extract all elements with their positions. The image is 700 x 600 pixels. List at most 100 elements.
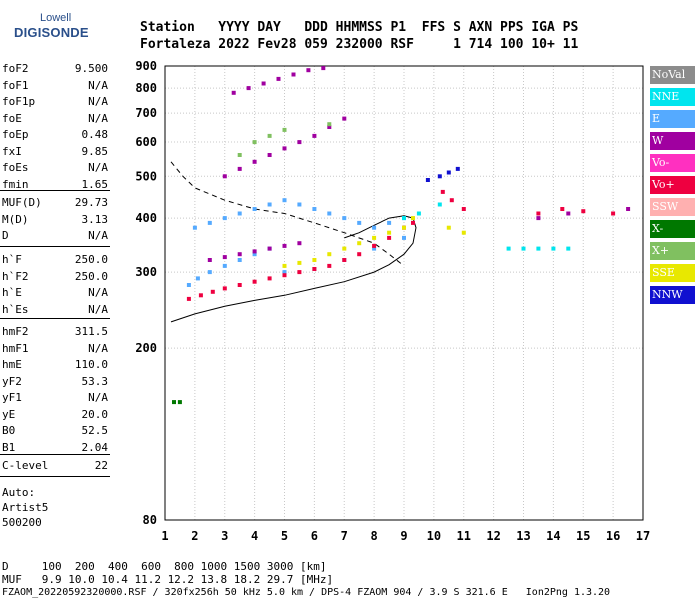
param-name: h`F2 (2, 269, 29, 283)
legend-item: SSW (650, 198, 695, 216)
x-tick-label: 13 (516, 529, 530, 543)
param-name: foEp (2, 128, 29, 141)
data-point (186, 296, 191, 301)
param-value: 311.5 (74, 325, 108, 338)
y-tick-label: 80 (143, 513, 157, 527)
separator (0, 190, 110, 191)
data-point (312, 133, 317, 138)
data-point (291, 72, 296, 77)
param-value: 3.13 (81, 212, 109, 226)
footer-distance: D 100 200 400 600 800 1000 1500 3000 [km… (2, 560, 327, 573)
legend-item: E (650, 110, 695, 128)
data-point (461, 207, 466, 211)
x-tick-label: 17 (636, 529, 650, 543)
param-value: 110.0 (74, 358, 108, 371)
data-point (252, 140, 257, 145)
legend-item: Vo+ (650, 176, 695, 194)
x-tick-label: 3 (221, 529, 228, 543)
data-point (172, 400, 176, 405)
x-tick-label: 12 (486, 529, 500, 543)
data-point (282, 146, 287, 151)
data-point (282, 270, 287, 275)
param-value: 250.0 (74, 253, 108, 266)
auto-label: Auto: (2, 486, 36, 499)
data-point (267, 276, 272, 281)
data-point (186, 283, 191, 287)
data-point (252, 207, 257, 211)
param-name: hmF2 (2, 325, 29, 338)
x-tick-label: 11 (457, 529, 471, 543)
param-name: foF1 (2, 78, 29, 92)
data-point (446, 170, 451, 175)
param-value: N/A (88, 78, 108, 92)
data-point (321, 66, 326, 71)
data-point (357, 241, 362, 246)
data-point (252, 249, 257, 254)
legend-item: X+ (650, 242, 695, 260)
param-name: B0 (2, 424, 16, 437)
x-tick-label: 4 (251, 529, 258, 543)
param-row: MUF(D) 29.73 (2, 195, 108, 211)
data-point (222, 216, 227, 221)
data-point (267, 246, 272, 251)
data-point (566, 246, 571, 251)
param-value: 2.04 (81, 440, 109, 454)
param-value: N/A (88, 341, 108, 355)
data-point (342, 246, 347, 251)
x-tick-label: 7 (341, 529, 348, 543)
data-point (246, 86, 251, 91)
param-value: N/A (88, 391, 108, 404)
data-point (222, 255, 227, 260)
param-name: hmF1 (2, 341, 29, 355)
data-point (237, 258, 242, 262)
param-row: yF1 N/A (2, 390, 108, 406)
param-name: foE (2, 111, 22, 125)
data-point (372, 225, 377, 230)
data-point (387, 235, 392, 240)
data-point (261, 81, 266, 86)
data-point (267, 202, 272, 207)
legend-item: NNE (650, 88, 695, 106)
data-point (411, 220, 415, 225)
separator (0, 476, 110, 477)
data-point (177, 400, 182, 405)
x-tick-label: 15 (576, 529, 590, 543)
data-point (536, 246, 541, 251)
data-point (306, 68, 311, 73)
param-name: yF1 (2, 391, 22, 404)
legend-item: NNW (650, 286, 695, 304)
data-point (357, 220, 362, 225)
data-point (297, 202, 302, 207)
param-value: 22 (94, 459, 108, 472)
data-point (327, 252, 332, 257)
param-name: hmE (2, 358, 22, 371)
data-point (536, 216, 541, 221)
param-name: fxI (2, 144, 22, 158)
data-point (231, 90, 236, 95)
legend-item: Vo- (650, 154, 695, 172)
data-point (506, 246, 511, 251)
data-point (222, 286, 227, 291)
data-point (282, 198, 287, 203)
param-row: foEs N/A (2, 160, 108, 176)
data-point (461, 230, 466, 235)
data-point (237, 153, 242, 157)
separator (0, 246, 110, 247)
data-point (342, 216, 347, 221)
param-row: foF2 9.500 (2, 61, 108, 77)
param-row: C-level 22 (2, 458, 108, 474)
legend-item: X- (650, 220, 695, 238)
data-point (297, 260, 302, 265)
param-row: B0 52.5 (2, 423, 108, 439)
param-name: foF2 (2, 62, 29, 75)
data-point (372, 246, 377, 251)
data-point (297, 140, 302, 145)
data-point (455, 166, 460, 171)
logo-lowell: Lowell (40, 12, 72, 24)
legend-item: SSE (650, 264, 695, 282)
data-point (327, 263, 332, 268)
curve-profile (170, 215, 417, 323)
param-row: yE 20.0 (2, 407, 108, 423)
y-tick-label: 700 (135, 106, 157, 120)
data-point (581, 209, 586, 214)
